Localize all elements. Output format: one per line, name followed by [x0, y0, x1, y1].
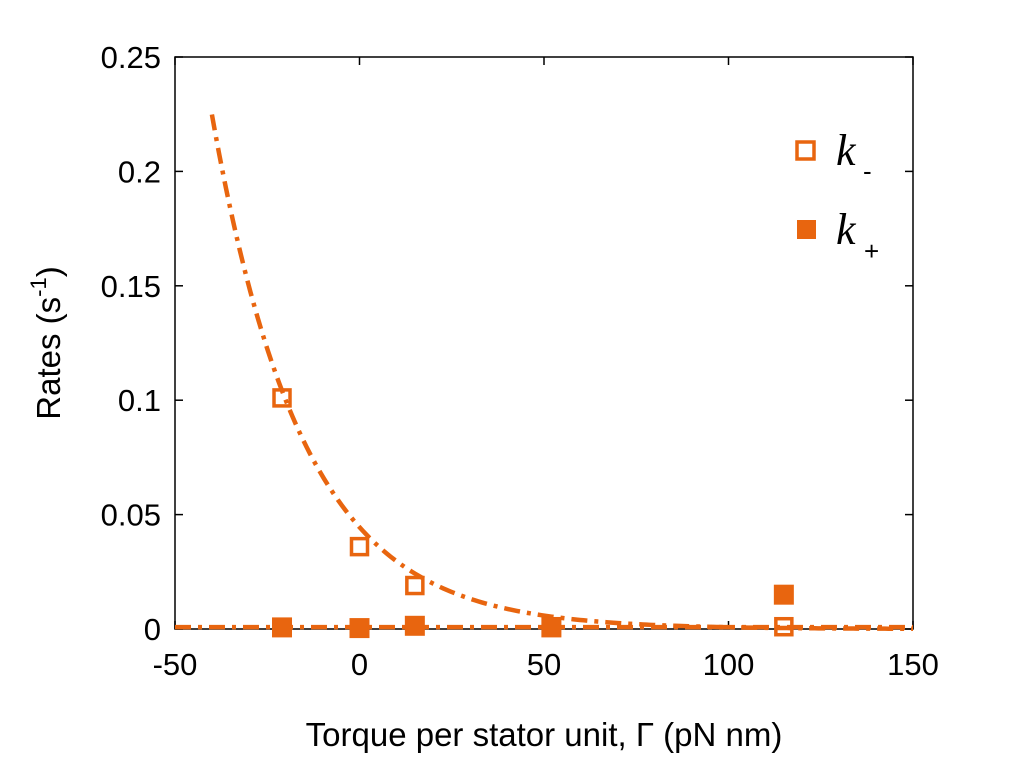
y-axis-label: Rates (s-1) — [26, 266, 67, 419]
y-tick-label: 0.2 — [118, 154, 161, 189]
y-tick-label: 0.1 — [118, 383, 161, 418]
plot-area — [174, 56, 914, 630]
point-k_minus — [349, 536, 370, 557]
y-tick-label: 0.05 — [101, 498, 161, 533]
point-k_minus — [405, 575, 425, 596]
legend-sub-k-plus: + — [864, 236, 879, 266]
legend: k - k + — [795, 126, 879, 266]
point-k_plus — [349, 618, 370, 639]
legend-marker-k-plus — [797, 220, 816, 239]
point-k_plus — [773, 584, 794, 605]
y-tick-label: 0.15 — [101, 269, 161, 304]
fit-line-k_minus — [209, 114, 914, 632]
legend-marker-k-minus — [795, 140, 816, 161]
legend-label-k-minus: k — [836, 126, 857, 175]
x-tick-label: 50 — [527, 647, 561, 682]
y-tick-label: 0.25 — [101, 40, 161, 75]
point-k_minus — [272, 388, 292, 408]
legend-label-k-plus: k — [836, 205, 857, 254]
x-tick-label: 100 — [703, 647, 755, 682]
x-tick-label: 0 — [351, 647, 368, 682]
x-axis-label: Torque per stator unit, Γ (pN nm) — [306, 716, 783, 753]
legend-sub-k-minus: - — [863, 156, 872, 186]
y-tick-label: 0 — [144, 612, 161, 647]
point-k_plus — [541, 617, 562, 638]
x-tick-label: -50 — [153, 647, 198, 682]
x-tick-label: 150 — [887, 647, 939, 682]
point-k_plus — [272, 617, 293, 638]
point-k_plus — [404, 615, 425, 636]
point-k_minus — [774, 616, 794, 637]
